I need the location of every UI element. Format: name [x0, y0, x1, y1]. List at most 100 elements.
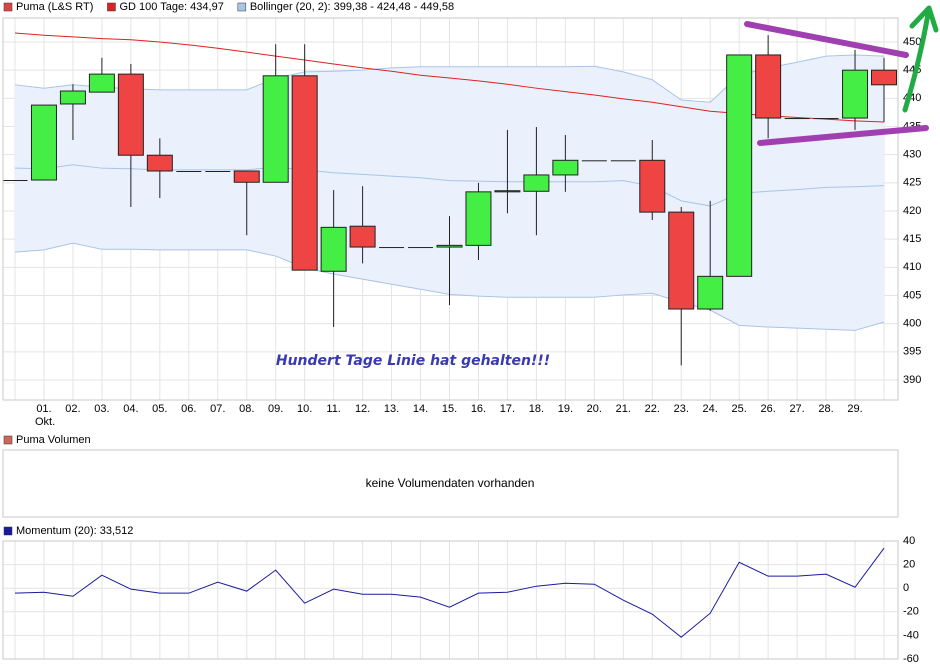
candle-body [30, 104, 57, 181]
candle-body [726, 54, 753, 277]
y-tick-label: 425 [903, 177, 921, 189]
y-tick-label: 40 [903, 535, 915, 547]
y-tick-label: 450 [903, 36, 921, 48]
legend-icon [3, 526, 13, 536]
x-tick-label: 26. [760, 403, 775, 415]
x-tick-label: 17. [500, 403, 515, 415]
x-tick-label: 15. [442, 403, 457, 415]
candle-body [494, 190, 521, 193]
candle-body [88, 73, 115, 93]
candle-body [379, 247, 405, 249]
y-tick-label: 410 [903, 261, 921, 273]
candle-body [320, 226, 347, 272]
y-tick-label: 0 [903, 582, 909, 594]
x-tick-label: 28. [818, 403, 833, 415]
candle-body [784, 118, 810, 120]
candle-body [2, 180, 28, 182]
y-tick-label: 405 [903, 289, 921, 301]
candle-body [842, 69, 869, 119]
trend-line-lower [757, 125, 929, 146]
momentum-line [14, 547, 885, 638]
x-tick-label: 01. [36, 403, 51, 415]
x-tick-label: 22. [645, 403, 660, 415]
candle-body [233, 170, 260, 183]
candle-body [349, 225, 376, 248]
candle-body [117, 73, 144, 156]
volume-message: keine Volumendaten vorhanden [366, 476, 535, 490]
y-tick-label: 415 [903, 233, 921, 245]
x-tick-label: 06. [181, 403, 196, 415]
legend-label: GD 100 Tage: 434,97 [119, 1, 223, 13]
arrow-head [909, 5, 939, 33]
x-tick-label: 09. [268, 403, 283, 415]
x-tick-label: 20. [587, 403, 602, 415]
x-tick-label: 07. [210, 403, 225, 415]
volume-title: Puma Volumen [16, 434, 91, 446]
x-tick-label: 11. [326, 403, 340, 415]
plot-frame [2, 17, 899, 401]
x-tick-label: 02. [65, 403, 80, 415]
y-tick-label: 390 [903, 374, 921, 386]
candle-body [552, 159, 579, 176]
candle-body [262, 75, 289, 183]
y-tick-label: 430 [903, 149, 921, 161]
y-tick-label: 20 [903, 559, 915, 571]
candle-body [581, 160, 607, 162]
legend-icon [107, 2, 116, 12]
x-tick-label: 27. [789, 403, 804, 415]
decorations [744, 5, 939, 146]
trend-line-upper [744, 21, 909, 58]
candle-body [871, 69, 897, 86]
candle-body [408, 247, 434, 249]
x-tick-label: 04. [123, 403, 138, 415]
candle-body [176, 171, 202, 173]
x-tick-label: 03. [94, 403, 109, 415]
volume-legend-icon [3, 435, 13, 445]
legend-icon [3, 2, 13, 12]
y-tick-label: 400 [903, 318, 921, 330]
candle-body [813, 118, 839, 120]
candle-body [697, 275, 724, 310]
x-tick-label: 24. [703, 403, 718, 415]
x-tick-label: 08. [239, 403, 254, 415]
x-tick-label: 05. [152, 403, 167, 415]
annotation: Hundert Tage Linie hat gehalten!!! [276, 353, 550, 369]
candle-body [639, 159, 666, 213]
candle-body [610, 160, 636, 162]
candle-body [205, 171, 231, 173]
legend-label: Momentum (20): 33,512 [16, 525, 133, 537]
arrow-shaft [902, 11, 931, 113]
legend-icon [237, 2, 247, 12]
x-tick-label: 18. [529, 403, 544, 415]
candle-body [755, 54, 782, 119]
x-tick-label: 10. [297, 403, 312, 415]
x-tick-label: 25. [732, 403, 747, 415]
x-tick-label: 19. [558, 403, 573, 415]
candle-body [436, 244, 463, 248]
y-tick-label: 395 [903, 346, 921, 358]
bollinger-fill [15, 54, 884, 331]
candle-body [523, 174, 550, 192]
x-tick-label: 21. [616, 403, 631, 415]
legend-label: Puma (L&S RT) [16, 1, 93, 13]
x-tick-label: 13. [384, 403, 399, 415]
y-tick-label: 420 [903, 205, 921, 217]
x-tick-label: 23. [674, 403, 689, 415]
x-tick-label: 14. [413, 403, 428, 415]
x-sublabel: Okt. [35, 416, 55, 428]
candle-body [59, 90, 86, 105]
y-tick-label: -40 [903, 629, 919, 641]
candle-body [146, 154, 173, 172]
x-tick-label: 12. [355, 403, 370, 415]
candle-body [668, 211, 695, 310]
x-tick-label: 16. [471, 403, 486, 415]
y-tick-label: -60 [903, 653, 919, 665]
candle-body [465, 191, 492, 246]
y-tick-label: -20 [903, 606, 919, 618]
legend-label: Bollinger (20, 2): 399,38 - 424,48 - 449… [250, 1, 454, 13]
candle-body [291, 75, 318, 271]
x-tick-label: 29. [847, 403, 862, 415]
volume-panel [2, 449, 899, 518]
plot-frame [2, 540, 899, 660]
